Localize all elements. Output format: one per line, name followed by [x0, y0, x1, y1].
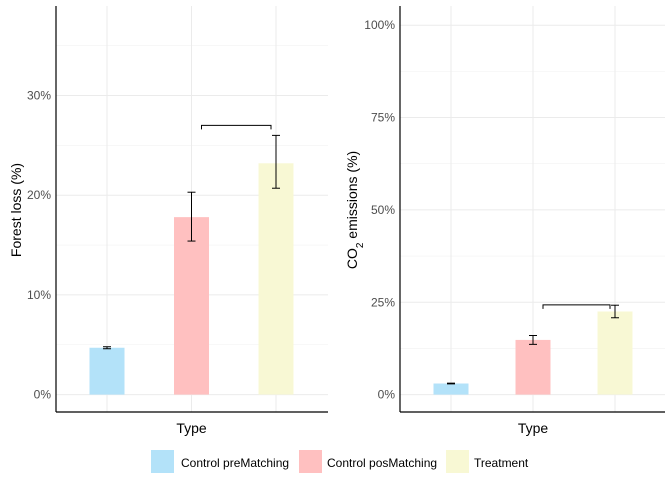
y-tick-label: 0% — [34, 388, 52, 402]
bar-treatment — [258, 163, 294, 395]
error-bar — [187, 191, 196, 242]
legend-label: Treatment — [474, 456, 529, 470]
y-tick-label: 10% — [27, 288, 51, 302]
y-tick-label: 20% — [27, 188, 51, 202]
legend: Control preMatching Control posMatching Tr… — [151, 450, 529, 473]
legend-label: Control preMatching — [181, 456, 289, 470]
bar-control-posmatching — [515, 339, 551, 395]
legend-item: Control posMatching — [299, 450, 437, 473]
bar-control-posmatching — [174, 217, 209, 395]
error-bar — [447, 382, 455, 385]
legend-item: Treatment — [446, 450, 529, 473]
y-tick-label: 75% — [371, 111, 395, 125]
forest-loss-panel: 0% 10% 20% 30% Type Forest loss (%) — [8, 6, 328, 436]
y-tick-label: 100% — [364, 18, 395, 32]
legend-item: Control preMatching — [151, 450, 289, 473]
x-axis-title: Type — [176, 420, 207, 436]
y-tick-label: 50% — [371, 203, 395, 217]
co2-emissions-panel: 0% 25% 50% 75% 100% Type CO2 emissions (%) — [344, 6, 665, 436]
error-bar — [103, 346, 111, 350]
legend-key — [151, 450, 174, 473]
legend-key — [299, 450, 322, 473]
y-tick-label: 30% — [27, 89, 51, 103]
error-bar — [272, 134, 280, 189]
y-axis-title: CO2 emissions (%) — [344, 151, 366, 269]
significance-bracket — [201, 124, 272, 130]
y-axis-title: Forest loss (%) — [8, 163, 24, 257]
error-bar — [611, 304, 619, 319]
legend-key — [446, 450, 469, 473]
y-axis-title-subscript: 2 — [355, 242, 366, 248]
bar-control-prematching — [433, 383, 469, 395]
y-tick-label: 0% — [378, 388, 396, 402]
bar-control-prematching — [89, 347, 125, 395]
bar-treatment — [597, 311, 633, 395]
y-axis-title-rest: emissions (%) — [344, 151, 360, 243]
legend-label: Control posMatching — [327, 456, 437, 470]
y-tick-label: 25% — [371, 295, 395, 309]
x-axis-title: Type — [518, 420, 549, 436]
y-axis-title-main: CO — [344, 248, 360, 269]
error-bar — [529, 334, 537, 345]
significance-bracket — [542, 304, 611, 309]
